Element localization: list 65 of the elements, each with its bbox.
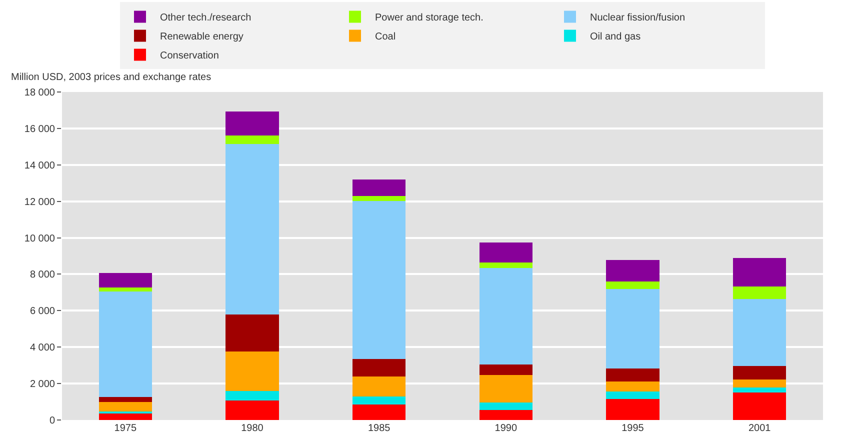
x-tick-label: 1985 [368,423,391,434]
bar [98,292,152,398]
y-tick-label: 2 000 [30,379,56,390]
bar [352,396,406,405]
bar [226,314,279,352]
bar [606,282,660,289]
y-tick-label: 6 000 [30,306,56,318]
x-tick-label: 2001 [748,423,772,434]
bar [606,391,660,399]
bar [732,366,786,380]
bar [732,258,786,287]
bar [479,375,533,403]
bar [479,410,533,420]
bar [479,402,533,410]
bar [226,390,279,400]
x-tick-label: 1980 [241,423,264,434]
bar [352,200,406,359]
y-axis-title: Million USD, 2003 prices and exchange rates [11,72,212,83]
y-tick-label: 16 000 [24,124,56,135]
bar [606,260,660,282]
bar [226,135,279,144]
x-tick-label: 1975 [114,423,137,434]
y-tick-label: 14 000 [24,160,56,172]
bar [479,364,533,376]
legend-label: Conservation [160,50,219,62]
bar [352,358,406,377]
bar [479,268,533,365]
y-tick-label: 0 [49,416,56,426]
bar [732,392,786,420]
legend-label: Other tech./research [160,12,252,24]
legend-label: Oil and gas [590,32,641,43]
bar [226,352,279,391]
bar [352,196,406,201]
x-tick-label: 1995 [622,423,644,434]
bar [98,272,152,288]
bar [732,379,786,388]
bar [606,368,660,382]
bar [479,242,533,263]
bar [98,288,152,292]
x-tick-label: 1990 [494,423,518,434]
bar [732,299,786,366]
bar [479,262,533,268]
legend-label: Power and storage tech. [375,12,484,24]
legend-label: Renewable energy [160,32,244,43]
bar [606,382,660,392]
bar [732,387,786,393]
y-tick-label: 10 000 [24,233,56,244]
bar [352,404,406,420]
y-tick-label: 8 000 [30,270,56,281]
bar [226,144,279,314]
bar [352,376,406,396]
bar [226,112,279,136]
y-tick-label: 18 000 [24,88,56,98]
bar [732,286,786,299]
bar [352,179,406,196]
legend-label: Nuclear fission/fusion [590,12,686,24]
bar [606,398,660,420]
bar [98,397,152,402]
bar [98,414,152,420]
bar [98,402,152,412]
bar [226,400,279,420]
legend-label: Coal [375,32,396,43]
bar [606,288,660,369]
y-tick-label: 4 000 [30,342,56,354]
y-tick-label: 12 000 [24,196,56,208]
